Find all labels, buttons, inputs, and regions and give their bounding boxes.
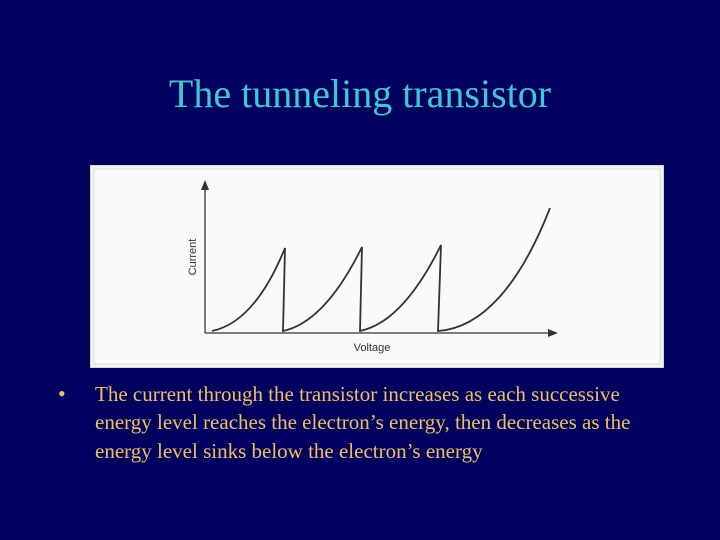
y-axis-label: Current: [187, 239, 199, 276]
x-arrow: [548, 329, 558, 337]
bullet-line: The current through the transistor incre…: [95, 382, 620, 406]
x-axis-label: Voltage: [354, 342, 391, 354]
bullet-line: energy level sinks below the electron’s …: [95, 439, 483, 463]
slide-title: The tunneling transistor: [168, 71, 552, 116]
figure: Current Voltage: [90, 165, 664, 368]
current-curve: [211, 207, 551, 333]
axes: [204, 185, 553, 334]
bullet-line: energy level reaches the electron’s ener…: [95, 410, 631, 434]
figure-inner: [93, 168, 661, 365]
y-arrow: [201, 180, 209, 190]
bullet-marker: •: [58, 381, 66, 406]
